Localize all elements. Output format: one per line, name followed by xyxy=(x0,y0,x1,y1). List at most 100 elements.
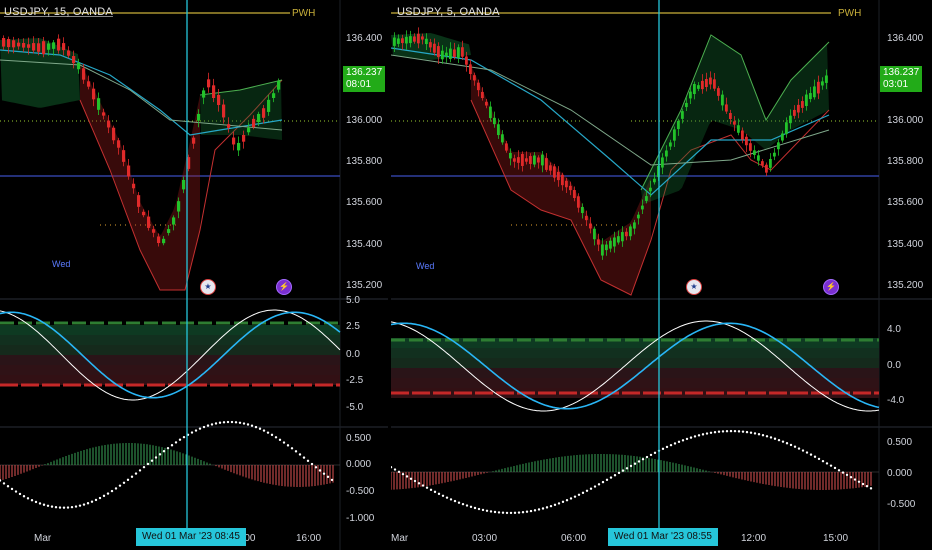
macd-signal-dot xyxy=(429,488,433,492)
right-chart-panel[interactable]: USDJPY, 5, OANDA PWH 136.237 03:01 136.4… xyxy=(391,0,932,550)
left-symbol-title[interactable]: USDJPY, 15, OANDA xyxy=(4,6,113,18)
macd-signal-dot xyxy=(701,433,705,436)
left-osc-tick: 2.5 xyxy=(346,321,360,332)
macd-signal-dot xyxy=(86,502,90,505)
oscillator-zone xyxy=(0,365,340,375)
candle-body xyxy=(609,240,612,249)
macd-signal-dot xyxy=(118,484,122,487)
candle-body xyxy=(77,62,81,70)
candle-body xyxy=(493,117,496,125)
oscillator-slow-line xyxy=(391,322,880,410)
macd-signal-dot xyxy=(114,487,118,490)
macd-signal-dot xyxy=(194,429,198,432)
macd-signal-dot xyxy=(833,466,837,470)
candle-body xyxy=(685,102,688,108)
macd-signal-dot xyxy=(46,504,50,507)
candle-body xyxy=(801,101,804,108)
macd-signal-dot xyxy=(801,449,805,452)
macd-signal-dot xyxy=(733,429,737,433)
candle-body xyxy=(649,187,652,192)
candle-body xyxy=(461,47,464,57)
macd-signal-dot xyxy=(58,506,62,509)
left-day-marker: Wed xyxy=(52,259,71,269)
left-last-price-tag: 136.237 08:01 xyxy=(343,66,386,92)
macd-signal-dot xyxy=(669,443,673,447)
candle-body xyxy=(405,36,408,44)
macd-signal-dot xyxy=(150,459,154,462)
candle-body xyxy=(192,137,196,144)
candle-body xyxy=(681,111,684,119)
left-price-tick: 136.000 xyxy=(346,115,383,126)
macd-signal-dot xyxy=(445,496,449,499)
right-osc-tick: 4.0 xyxy=(887,324,901,335)
candle-body xyxy=(825,75,828,83)
candle-body xyxy=(513,158,516,162)
candle-body xyxy=(42,41,46,55)
macd-signal-dot xyxy=(238,421,242,424)
candle-body xyxy=(207,79,211,88)
us-flag-icon[interactable]: ★ xyxy=(200,279,216,295)
candle-body xyxy=(505,143,508,151)
candle-body xyxy=(267,99,271,112)
macd-signal-dot xyxy=(653,451,657,455)
right-chart-canvas[interactable] xyxy=(391,0,932,550)
candle-body xyxy=(277,80,281,90)
candle-body xyxy=(437,46,440,58)
us-flag-icon[interactable]: ★ xyxy=(686,279,702,295)
oscillator-zone xyxy=(0,325,340,335)
candle-body xyxy=(665,150,668,157)
macd-signal-dot xyxy=(797,447,801,450)
macd-signal-dot xyxy=(821,459,825,463)
macd-signal-dot xyxy=(34,500,38,504)
macd-signal-dot xyxy=(693,435,697,438)
left-chart-panel[interactable]: USDJPY, 15, OANDA PWH 136.237 08:01 136.… xyxy=(0,0,388,550)
candle-body xyxy=(22,43,26,48)
macd-signal-dot xyxy=(677,440,681,444)
candle-body xyxy=(521,154,524,166)
macd-signal-dot xyxy=(633,462,637,465)
right-symbol-title[interactable]: USDJPY, 5, OANDA xyxy=(397,6,500,18)
candle-body xyxy=(605,244,608,251)
macd-signal-dot xyxy=(737,430,741,433)
candle-body xyxy=(401,38,404,44)
macd-signal-dot xyxy=(66,506,70,509)
candle-body xyxy=(733,121,736,125)
oscillator-zone xyxy=(391,358,879,368)
candle-body xyxy=(793,109,796,116)
macd-signal-dot xyxy=(401,472,405,476)
macd-signal-dot xyxy=(286,444,290,447)
macd-signal-dot xyxy=(106,492,110,495)
left-osc-tick: -2.5 xyxy=(346,375,364,386)
macd-signal-dot xyxy=(126,478,130,482)
macd-signal-dot xyxy=(813,455,817,458)
candle-body xyxy=(693,83,696,95)
macd-signal-dot xyxy=(198,427,202,430)
candle-body xyxy=(449,48,452,60)
candle-body xyxy=(87,81,91,87)
bullish-cloud-fill xyxy=(200,80,282,140)
candle-body xyxy=(433,43,436,53)
left-chart-canvas[interactable] xyxy=(0,0,388,550)
macd-signal-dot xyxy=(0,479,2,482)
candle-body xyxy=(697,85,700,89)
macd-signal-dot xyxy=(597,483,601,486)
macd-signal-dot xyxy=(82,503,86,506)
lightning-icon[interactable]: ⚡ xyxy=(276,279,292,295)
candle-body xyxy=(745,136,748,146)
macd-signal-dot xyxy=(853,478,857,481)
macd-signal-dot xyxy=(393,468,397,471)
macd-signal-dot xyxy=(437,492,441,496)
candle-body xyxy=(152,229,156,233)
macd-signal-dot xyxy=(54,506,58,509)
candle-body xyxy=(757,155,760,161)
macd-signal-dot xyxy=(461,502,465,506)
macd-signal-dot xyxy=(314,466,318,469)
macd-signal-dot xyxy=(613,474,617,477)
lightning-icon[interactable]: ⚡ xyxy=(823,279,839,295)
candle-body xyxy=(809,93,812,100)
candle-body xyxy=(753,150,756,155)
macd-signal-dot xyxy=(857,480,861,483)
macd-signal-dot xyxy=(573,495,577,498)
macd-signal-dot xyxy=(318,469,322,472)
candle-body xyxy=(717,88,720,96)
